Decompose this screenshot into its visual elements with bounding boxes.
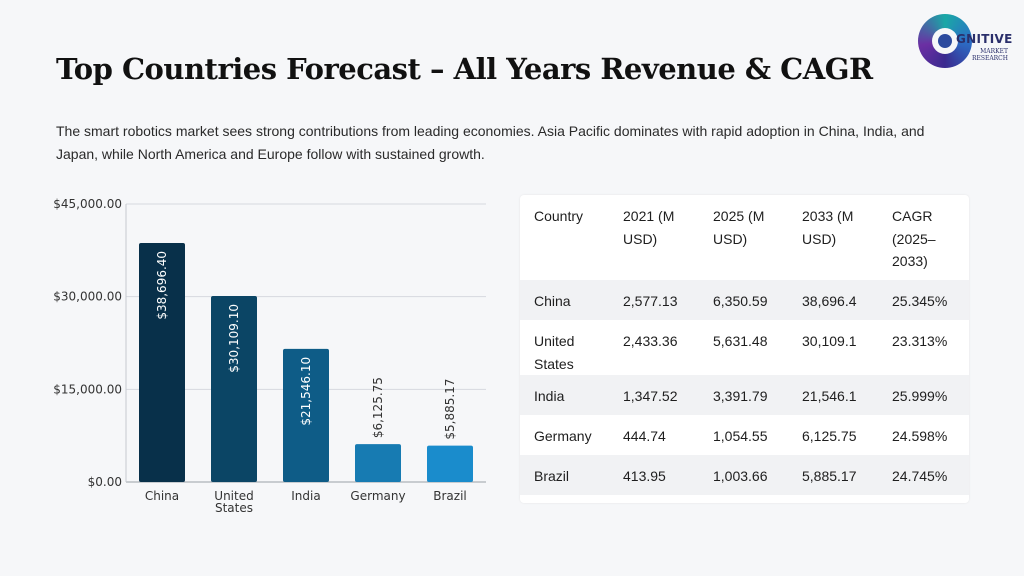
bar-value-label: $38,696.40 bbox=[155, 251, 169, 320]
cell-country: Brazil bbox=[520, 455, 609, 495]
cell-2021: 2,433.36 bbox=[623, 333, 678, 349]
bar-china bbox=[139, 242, 185, 482]
x-tick-label: United bbox=[214, 489, 253, 503]
y-tick-label: $0.00 bbox=[88, 475, 122, 489]
x-tick-label: India bbox=[291, 489, 320, 503]
cell-cagr: 24.598% bbox=[892, 428, 948, 444]
bar-india bbox=[283, 348, 329, 482]
y-tick-label: $30,000.00 bbox=[53, 290, 122, 304]
table-row: Brazil 413.95 1,003.66 5,885.17 24.745% bbox=[520, 455, 969, 495]
bar-brazil bbox=[427, 445, 473, 482]
table-row: United States 2,433.36 5,631.48 30,109.1 23.3… bbox=[520, 320, 969, 375]
forecast-table: Country 2021 (M USD) 2025 (M USD) 2033 (M USD)… bbox=[520, 195, 969, 495]
cell-country: United States bbox=[534, 333, 575, 372]
page-description: The smart robotics market sees strong co… bbox=[56, 123, 925, 162]
table-row: India 1,347.52 3,391.79 21,546.1 25.999% bbox=[520, 375, 969, 415]
cell-2033: 30,109.1 bbox=[802, 333, 857, 349]
cell-2021: 444.74 bbox=[623, 428, 666, 444]
table-header-row: Country 2021 (M USD) 2025 (M USD) 2033 (M USD)… bbox=[520, 195, 969, 280]
cell-2025: 1,003.66 bbox=[699, 455, 788, 495]
column-header-country: Country bbox=[534, 208, 584, 224]
cell-cagr: 23.313% bbox=[892, 333, 948, 349]
column-header: 2033 (M USD) bbox=[802, 208, 854, 247]
y-tick-label: $45,000.00 bbox=[53, 197, 122, 211]
cell-country: Germany bbox=[534, 428, 592, 444]
cell-2033: 5,885.17 bbox=[788, 455, 878, 495]
x-tick-label: Brazil bbox=[433, 489, 467, 503]
cell-2033: 6,125.75 bbox=[802, 428, 857, 444]
cell-country: China bbox=[520, 280, 609, 320]
logo-subtitle-line2: RESEARCH bbox=[971, 55, 1008, 62]
x-tick-label: China bbox=[145, 489, 179, 503]
table-row: China 2,577.13 6,350.59 38,696.4 25.345% bbox=[520, 280, 969, 320]
column-header: 2021 (M USD) bbox=[623, 208, 675, 247]
x-tick-label: States bbox=[215, 501, 253, 515]
logo-subtitle-line1: MARKET bbox=[980, 48, 1008, 55]
table-row: Germany 444.74 1,054.55 6,125.75 24.598% bbox=[520, 415, 969, 455]
cell-cagr: 25.345% bbox=[878, 280, 969, 320]
column-header: CAGR (2025– 2033) bbox=[892, 208, 936, 269]
revenue-bar-chart: $0.00 $15,000.00 $30,000.00 $45,000.00 $38,6… bbox=[53, 197, 486, 515]
bar-value-label: $5,885.17 bbox=[443, 379, 457, 440]
bar-value-label: $30,109.10 bbox=[227, 304, 241, 373]
cell-cagr: 25.999% bbox=[878, 375, 969, 415]
cell-2021: 1,347.52 bbox=[609, 375, 699, 415]
cell-2025: 5,631.48 bbox=[713, 333, 768, 349]
column-header: 2025 (M USD) bbox=[713, 208, 765, 247]
bar-germany bbox=[355, 444, 401, 482]
cell-2025: 6,350.59 bbox=[699, 280, 788, 320]
logo-subtitle: MARKET RESEARCH bbox=[970, 48, 1008, 62]
logo-wordmark: GNITIVE bbox=[956, 32, 1013, 46]
bar-value-label: $6,125.75 bbox=[371, 377, 385, 438]
cell-2021: 413.95 bbox=[609, 455, 699, 495]
cell-2033: 21,546.1 bbox=[788, 375, 878, 415]
cell-2025: 1,054.55 bbox=[713, 428, 768, 444]
bar-united-states bbox=[211, 295, 257, 482]
cell-country: India bbox=[520, 375, 609, 415]
cell-2025: 3,391.79 bbox=[699, 375, 788, 415]
forecast-table-card: Country 2021 (M USD) 2025 (M USD) 2033 (M USD)… bbox=[520, 195, 969, 503]
x-tick-label: Germany bbox=[350, 489, 405, 503]
logo-dot-icon bbox=[938, 34, 952, 48]
cell-2033: 38,696.4 bbox=[788, 280, 878, 320]
page-title: Top Countries Forecast – All Years Reven… bbox=[56, 52, 873, 86]
y-tick-label: $15,000.00 bbox=[53, 382, 122, 396]
cell-cagr: 24.745% bbox=[878, 455, 969, 495]
cell-2021: 2,577.13 bbox=[609, 280, 699, 320]
company-logo: GNITIVE MARKET RESEARCH bbox=[918, 12, 1014, 74]
bar-value-label: $21,546.10 bbox=[299, 357, 313, 426]
